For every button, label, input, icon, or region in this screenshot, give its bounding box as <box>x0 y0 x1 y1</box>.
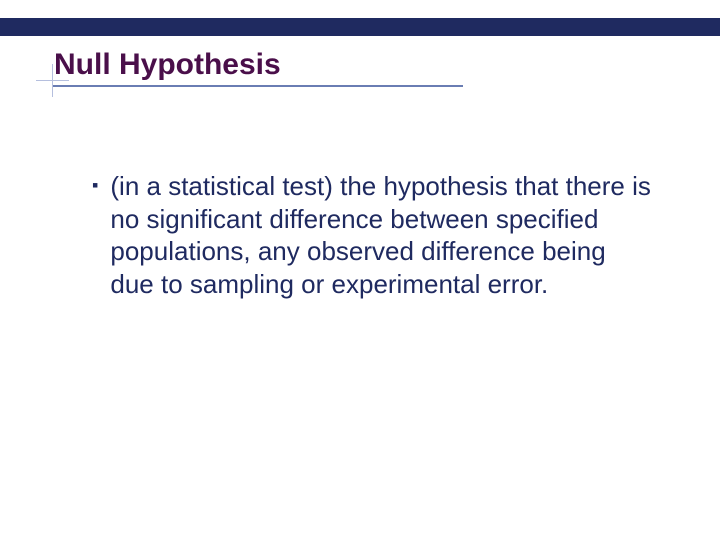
slide-title: Null Hypothesis <box>54 48 281 82</box>
bullet-item: ▪ (in a statistical test) the hypothesis… <box>92 170 652 300</box>
slide: Null Hypothesis ▪ (in a statistical test… <box>0 0 720 540</box>
body-content: ▪ (in a statistical test) the hypothesis… <box>92 170 652 300</box>
bullet-text: (in a statistical test) the hypothesis t… <box>110 170 652 300</box>
top-accent-bar <box>0 18 720 36</box>
bullet-square-icon: ▪ <box>92 176 98 194</box>
title-underline <box>53 85 463 87</box>
